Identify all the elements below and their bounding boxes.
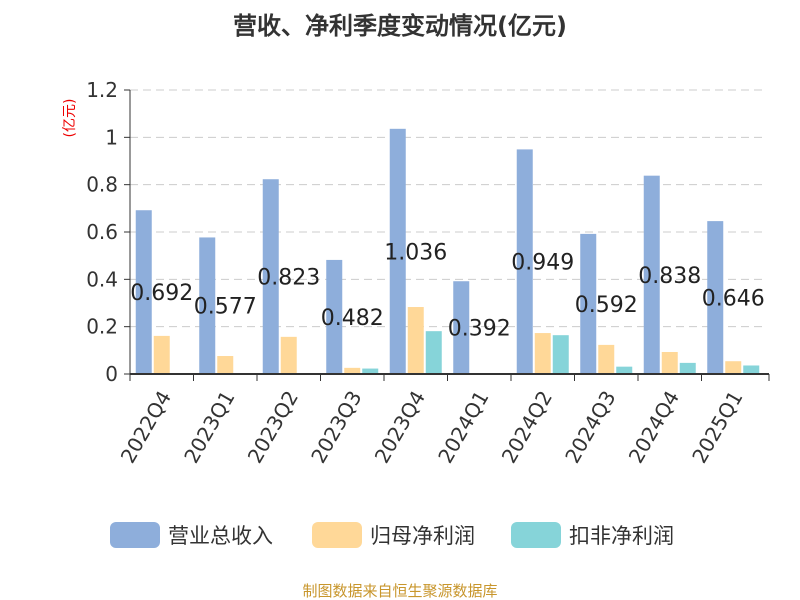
bar-1 [153, 335, 170, 374]
x-tick-label: 2023Q1 [179, 387, 239, 468]
bar-1 [217, 356, 234, 374]
bar-2 [362, 368, 379, 374]
bar-0 [135, 210, 152, 374]
y-tick-label: 0.4 [86, 267, 118, 291]
legend-label[interactable]: 营业总收入 [168, 524, 273, 548]
bar-2 [425, 331, 442, 374]
x-tick-label: 2023Q4 [370, 387, 430, 468]
bar-0 [707, 221, 724, 374]
bar-0 [326, 259, 343, 374]
x-tick-label: 2024Q2 [497, 387, 557, 468]
bar-0 [262, 179, 279, 374]
bar-2 [616, 366, 633, 374]
x-tick-label: 2024Q1 [433, 387, 493, 468]
x-tick-label: 2023Q3 [306, 387, 366, 468]
legend-label[interactable]: 扣非净利润 [569, 524, 674, 548]
legend-swatch [511, 522, 561, 548]
bar-1 [661, 351, 678, 374]
bar-1 [407, 307, 424, 374]
bar-0 [516, 149, 533, 374]
legend-label[interactable]: 归母净利润 [370, 524, 475, 548]
footer-source: 制图数据来自恒生聚源数据库 [302, 582, 497, 600]
data-label: 0.692 [130, 281, 193, 306]
x-tick-label: 2024Q3 [560, 387, 620, 468]
data-label: 0.646 [702, 287, 765, 312]
data-label: 0.592 [575, 293, 638, 318]
data-label: 0.949 [511, 251, 574, 276]
bar-1 [534, 333, 551, 374]
legend-swatch [110, 522, 160, 548]
bar-0 [580, 233, 597, 374]
x-tick-label: 2025Q1 [687, 387, 747, 468]
bar-0 [453, 281, 470, 374]
bar-0 [389, 128, 406, 374]
bar-2 [552, 335, 569, 374]
data-label: 0.392 [448, 317, 511, 342]
y-tick-label: 0.2 [86, 315, 118, 339]
data-label: 1.036 [384, 240, 447, 265]
x-tick-label: 2022Q4 [116, 387, 176, 468]
y-tick-label: 0.8 [86, 173, 118, 197]
y-tick-label: 0.6 [86, 220, 118, 244]
data-label: 0.482 [321, 306, 384, 331]
y-tick-label: 1 [105, 125, 118, 149]
bar-0 [643, 175, 660, 374]
x-tick-label: 2024Q4 [624, 387, 684, 468]
data-label: 0.823 [257, 266, 320, 291]
chart-title: 营收、净利季度变动情况(亿元) [233, 12, 567, 40]
bar-1 [725, 361, 742, 374]
bar-1 [280, 336, 297, 374]
legend-swatch [312, 522, 362, 548]
y-tick-label: 1.2 [86, 78, 118, 102]
data-label: 0.838 [638, 264, 701, 289]
bar-1 [598, 344, 615, 374]
bar-2 [743, 365, 760, 374]
bar-2 [679, 362, 696, 374]
bar-0 [199, 237, 216, 374]
x-tick-label: 2023Q2 [243, 387, 303, 468]
y-axis-label: (亿元) [62, 99, 78, 138]
data-label: 0.577 [194, 295, 257, 320]
y-tick-label: 0 [105, 362, 118, 386]
bar-1 [344, 367, 361, 374]
